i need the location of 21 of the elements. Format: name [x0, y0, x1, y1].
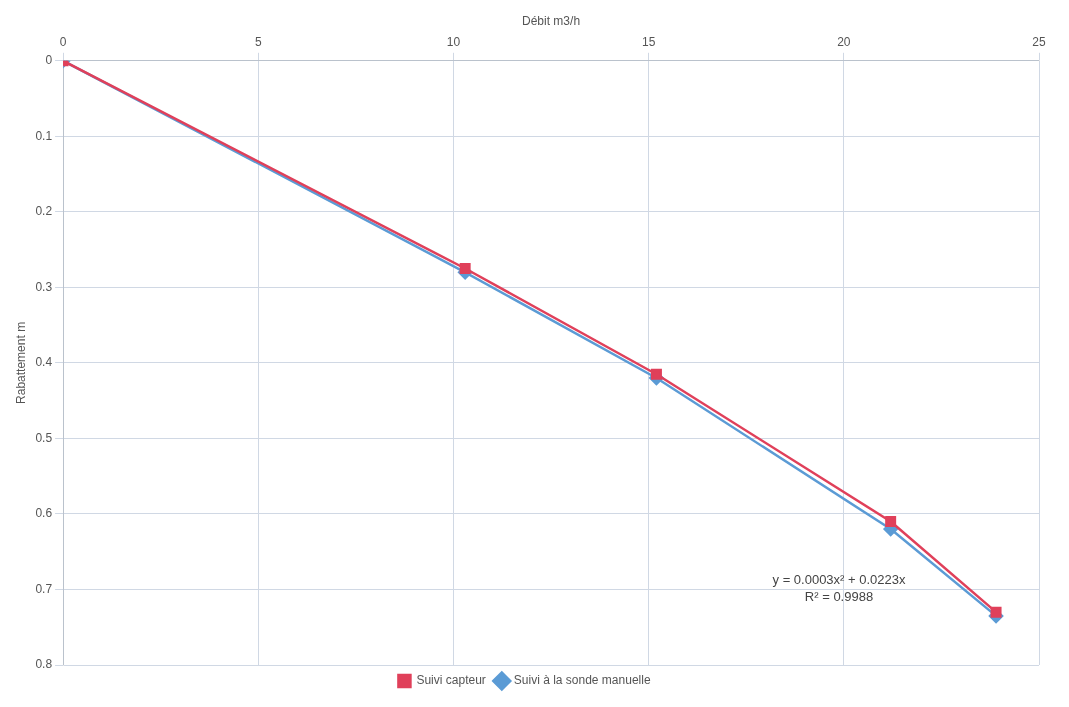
legend-label: Suivi capteur: [416, 673, 486, 688]
annotation: R² = 0.9988: [804, 588, 874, 604]
x-tick-label: 25: [1032, 34, 1046, 49]
x-tick-label: 15: [641, 34, 656, 49]
y-tick-label: 0.8: [35, 657, 53, 672]
annotation: y = 0.0003x² + 0.0223x: [772, 571, 906, 587]
legend-label: Suivi à la sonde manuelle: [513, 673, 651, 688]
x-tick-label: 20: [837, 34, 851, 49]
y-tick-label: 0.6: [35, 506, 53, 521]
y-tick-label: 0.5: [35, 430, 53, 445]
y-tick-label: 0.2: [35, 204, 53, 219]
x-tick-label: 0: [59, 34, 67, 49]
y-tick-label: 0.1: [35, 128, 53, 143]
x-tick-label: 10: [446, 34, 461, 49]
y-tick-label: 0.3: [35, 279, 53, 294]
y-tick-label: 0: [45, 53, 53, 68]
y-tick-label: 0.7: [35, 581, 53, 596]
y-axis-title: Rabattement m: [13, 321, 28, 404]
y-tick-label: 0.4: [35, 355, 53, 370]
x-tick-label: 5: [254, 34, 262, 49]
x-axis-title: Débit m3/h: [522, 13, 581, 28]
